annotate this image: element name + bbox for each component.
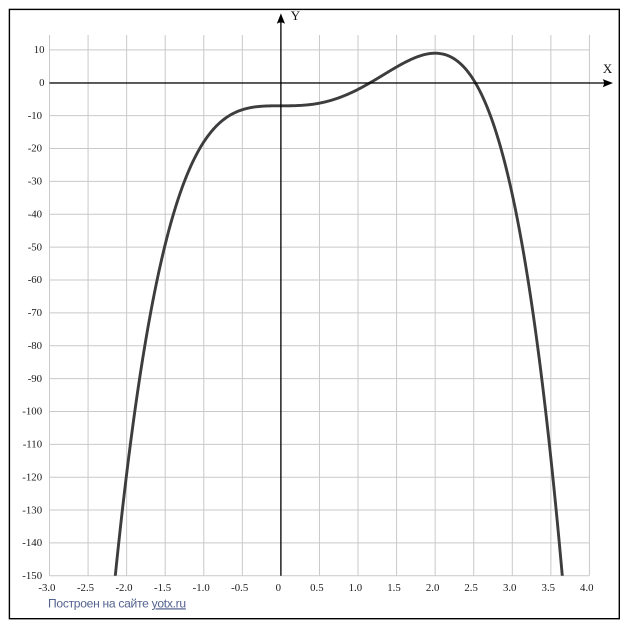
svg-text:-20: -20 [28, 143, 42, 155]
svg-text:0: 0 [39, 77, 44, 89]
svg-text:0.5: 0.5 [310, 582, 324, 594]
svg-text:X: X [603, 61, 613, 76]
svg-text:-150: -150 [22, 570, 42, 582]
svg-text:-70: -70 [28, 307, 42, 319]
svg-text:10: 10 [34, 44, 45, 56]
svg-text:-100: -100 [22, 406, 42, 418]
svg-text:-2.5: -2.5 [77, 582, 94, 594]
svg-text:-90: -90 [28, 373, 42, 385]
svg-text:1.5: 1.5 [387, 582, 401, 594]
svg-text:2.0: 2.0 [426, 582, 440, 594]
svg-text:4.0: 4.0 [580, 582, 594, 594]
svg-text:-10: -10 [28, 110, 42, 122]
svg-text:-130: -130 [22, 504, 42, 516]
svg-text:-2.0: -2.0 [115, 582, 132, 594]
svg-text:-110: -110 [23, 439, 42, 451]
svg-text:-30: -30 [28, 176, 42, 188]
svg-text:-1.5: -1.5 [154, 582, 171, 594]
svg-text:-3.0: -3.0 [38, 582, 55, 594]
svg-text:3.0: 3.0 [503, 582, 517, 594]
svg-text:-80: -80 [28, 340, 42, 352]
svg-text:-0.5: -0.5 [231, 582, 248, 594]
svg-text:Y: Y [291, 8, 301, 23]
svg-text:-120: -120 [22, 471, 42, 483]
svg-text:2.5: 2.5 [464, 582, 478, 594]
svg-text:-60: -60 [28, 274, 42, 286]
svg-text:-50: -50 [28, 241, 42, 253]
svg-text:-40: -40 [28, 209, 42, 221]
svg-text:1.0: 1.0 [349, 582, 363, 594]
svg-text:0: 0 [276, 582, 281, 594]
svg-text:Построен на сайте yotx.ru: Построен на сайте yotx.ru [48, 596, 186, 610]
svg-text:3.5: 3.5 [542, 582, 556, 594]
svg-text:-140: -140 [22, 537, 42, 549]
svg-text:-1.0: -1.0 [193, 582, 210, 594]
